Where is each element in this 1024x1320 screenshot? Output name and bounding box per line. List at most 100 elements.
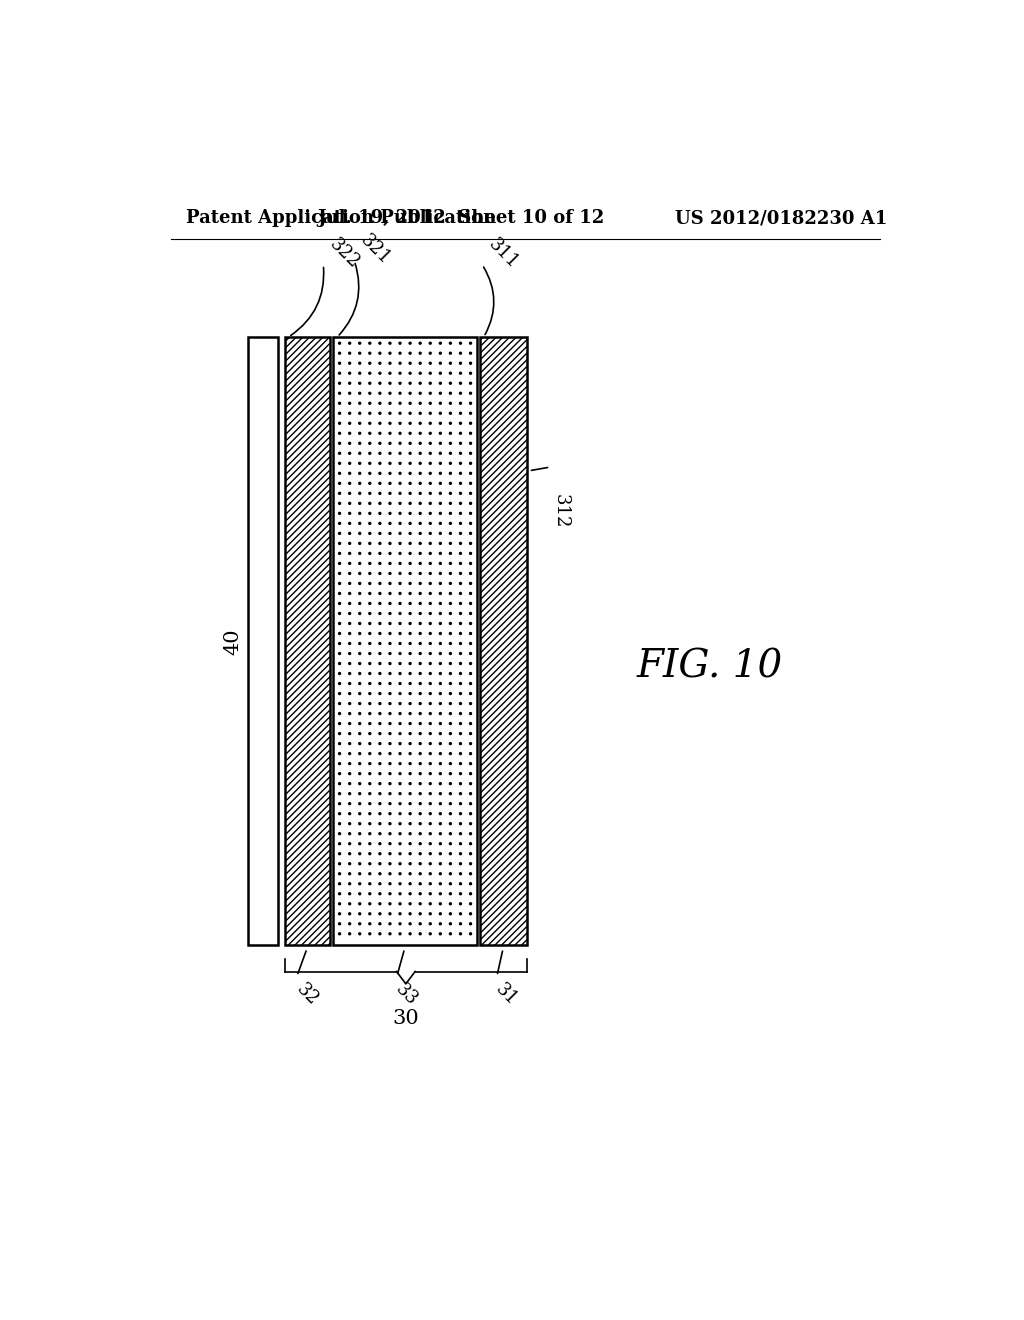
Circle shape — [429, 713, 431, 714]
Circle shape — [399, 803, 401, 805]
Circle shape — [460, 652, 462, 655]
Circle shape — [460, 492, 462, 494]
Circle shape — [369, 833, 371, 834]
Circle shape — [369, 342, 371, 345]
Circle shape — [358, 602, 360, 605]
Circle shape — [439, 602, 441, 605]
Circle shape — [470, 682, 471, 685]
Circle shape — [379, 602, 381, 605]
Circle shape — [419, 573, 421, 574]
Circle shape — [389, 813, 391, 814]
Circle shape — [399, 482, 401, 484]
Circle shape — [410, 342, 411, 345]
Circle shape — [379, 433, 381, 434]
Circle shape — [358, 582, 360, 585]
Circle shape — [349, 612, 350, 614]
Circle shape — [349, 342, 350, 345]
Circle shape — [460, 833, 462, 834]
Circle shape — [358, 593, 360, 594]
Circle shape — [419, 512, 421, 515]
Circle shape — [470, 752, 471, 755]
Circle shape — [429, 682, 431, 685]
Circle shape — [470, 383, 471, 384]
Circle shape — [399, 352, 401, 354]
Circle shape — [389, 833, 391, 834]
Circle shape — [450, 743, 452, 744]
Circle shape — [439, 752, 441, 755]
Circle shape — [450, 602, 452, 605]
Circle shape — [399, 512, 401, 515]
Circle shape — [379, 702, 381, 705]
Circle shape — [389, 923, 391, 925]
Circle shape — [470, 403, 471, 404]
Circle shape — [439, 573, 441, 574]
Circle shape — [399, 702, 401, 705]
Circle shape — [410, 722, 411, 725]
Circle shape — [339, 482, 341, 484]
Circle shape — [379, 822, 381, 825]
Circle shape — [369, 573, 371, 574]
Circle shape — [410, 652, 411, 655]
Circle shape — [349, 833, 350, 834]
Circle shape — [460, 663, 462, 664]
Circle shape — [439, 512, 441, 515]
Circle shape — [349, 643, 350, 644]
Circle shape — [419, 532, 421, 535]
Circle shape — [429, 562, 431, 565]
Circle shape — [460, 553, 462, 554]
Circle shape — [349, 392, 350, 395]
Circle shape — [450, 903, 452, 904]
Circle shape — [429, 612, 431, 614]
Circle shape — [439, 693, 441, 694]
Circle shape — [410, 913, 411, 915]
Circle shape — [410, 492, 411, 494]
Circle shape — [379, 562, 381, 565]
Circle shape — [450, 553, 452, 554]
Circle shape — [429, 722, 431, 725]
Circle shape — [450, 803, 452, 805]
Circle shape — [399, 673, 401, 675]
Circle shape — [439, 403, 441, 404]
Circle shape — [349, 783, 350, 784]
Circle shape — [410, 763, 411, 764]
Circle shape — [450, 512, 452, 515]
Circle shape — [389, 383, 391, 384]
Circle shape — [358, 752, 360, 755]
Bar — [480, 337, 527, 945]
Circle shape — [470, 793, 471, 795]
Circle shape — [389, 582, 391, 585]
Circle shape — [349, 473, 350, 474]
Circle shape — [339, 342, 341, 345]
Circle shape — [410, 923, 411, 925]
Circle shape — [439, 372, 441, 374]
Circle shape — [410, 772, 411, 775]
Circle shape — [429, 473, 431, 474]
Circle shape — [419, 682, 421, 685]
Circle shape — [429, 923, 431, 925]
Circle shape — [399, 833, 401, 834]
Circle shape — [429, 673, 431, 675]
Circle shape — [389, 342, 391, 345]
Circle shape — [429, 783, 431, 784]
Circle shape — [399, 632, 401, 635]
Circle shape — [460, 403, 462, 404]
Circle shape — [358, 913, 360, 915]
Circle shape — [339, 833, 341, 834]
Circle shape — [410, 933, 411, 935]
Circle shape — [410, 362, 411, 364]
Circle shape — [379, 612, 381, 614]
Circle shape — [399, 372, 401, 374]
Circle shape — [460, 573, 462, 574]
Circle shape — [399, 842, 401, 845]
Circle shape — [379, 853, 381, 854]
Circle shape — [358, 813, 360, 814]
Circle shape — [410, 553, 411, 554]
Circle shape — [470, 392, 471, 395]
Circle shape — [410, 623, 411, 624]
Circle shape — [369, 612, 371, 614]
Circle shape — [439, 743, 441, 744]
Circle shape — [460, 482, 462, 484]
Circle shape — [429, 342, 431, 345]
Circle shape — [369, 923, 371, 925]
Circle shape — [358, 923, 360, 925]
